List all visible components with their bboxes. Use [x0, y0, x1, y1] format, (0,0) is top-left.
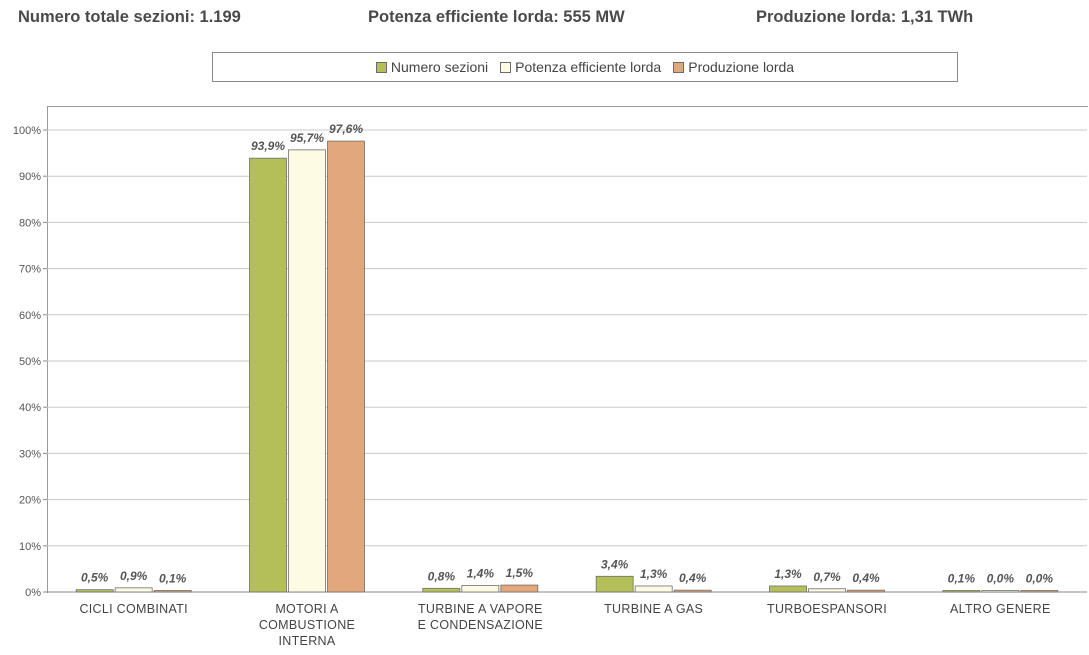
data-label: 0,5% — [81, 571, 109, 585]
bar — [634, 585, 673, 593]
data-label: 95,7% — [290, 131, 324, 145]
y-tick-label: 40% — [19, 402, 41, 414]
legend-swatch-potenza — [500, 61, 512, 73]
y-tick-label: 100% — [13, 125, 41, 137]
bar — [673, 589, 712, 593]
data-label: 0,0% — [987, 572, 1015, 586]
legend-label-numero-sezioni: Numero sezioni — [390, 59, 489, 75]
x-tick-label: MOTORI A COMBUSTIONE INTERNA — [259, 602, 355, 648]
gross-production-text: Produzione lorda: 1,31 TWh — [756, 8, 974, 26]
bar — [288, 149, 326, 593]
x-tick-label-line: COMBUSTIONE — [259, 618, 355, 632]
bar — [847, 589, 885, 593]
y-tick-label: 70% — [19, 264, 41, 276]
plot-area-frame — [47, 106, 1088, 593]
bar — [327, 140, 365, 593]
bar — [461, 585, 500, 593]
x-tick-label-line: CICLI COMBINATI — [79, 602, 187, 616]
data-label: 97,6% — [329, 122, 363, 136]
data-label: 1,5% — [506, 566, 534, 580]
y-tick-label: 90% — [19, 171, 41, 183]
y-tick-label: 60% — [19, 310, 41, 322]
legend-item-potenza: Potenza efficiente lorda — [500, 59, 661, 75]
legend-label-produzione: Produzione lorda — [688, 59, 795, 75]
x-tick-label: TURBINE A GAS — [604, 602, 703, 616]
bar — [942, 590, 981, 593]
legend-swatch-numero-sezioni — [375, 61, 387, 73]
x-tick-label-line: INTERNA — [279, 634, 336, 648]
x-tick-label-line: MOTORI A — [275, 602, 339, 616]
y-tick-label: 20% — [19, 495, 41, 507]
data-label: 0,8% — [428, 569, 456, 583]
legend-swatch-produzione — [673, 61, 685, 73]
bar — [249, 157, 287, 593]
bar — [808, 588, 846, 593]
x-tick-label: ALTRO GENERE — [950, 602, 1051, 616]
bar — [981, 590, 1020, 593]
bar — [500, 584, 539, 593]
header: Numero totale sezioni: 1.199 Potenza eff… — [18, 8, 1078, 34]
data-label: 0,9% — [120, 569, 148, 583]
chart-legend: Numero sezioni Potenza efficiente lorda … — [212, 52, 958, 82]
data-label: 1,3% — [774, 567, 802, 581]
y-tick-label: 50% — [19, 356, 41, 368]
data-label: 0,0% — [1026, 572, 1054, 586]
legend-label-potenza: Potenza efficiente lorda — [515, 59, 662, 75]
x-tick-label-line: E CONDENSAZIONE — [418, 618, 543, 632]
y-tick-label: 0% — [25, 587, 41, 599]
x-tick-label-line: TURBINE A VAPORE — [418, 602, 543, 616]
data-label: 0,4% — [679, 571, 707, 585]
data-label: 0,4% — [852, 571, 880, 585]
data-label: 0,1% — [159, 572, 187, 586]
bar — [1020, 590, 1059, 593]
total-sections-text: Numero totale sezioni: 1.199 — [18, 8, 241, 26]
gross-power-text: Potenza efficiente lorda: 555 MW — [368, 8, 625, 26]
bar — [153, 590, 192, 593]
data-label: 0,1% — [948, 572, 976, 586]
data-label: 93,9% — [251, 139, 285, 153]
x-tick-label: TURBOESPANSORI — [767, 602, 887, 616]
y-tick-label: 80% — [19, 217, 41, 229]
bar — [595, 575, 634, 593]
data-label: 1,3% — [640, 567, 668, 581]
x-tick-label-line: TURBOESPANSORI — [767, 602, 887, 616]
x-tick-label: TURBINE A VAPORE E CONDENSAZIONE — [418, 602, 543, 632]
x-tick-label-line: TURBINE A GAS — [604, 602, 703, 616]
legend-item-numero-sezioni: Numero sezioni — [375, 59, 489, 75]
data-label: 0,7% — [813, 570, 841, 584]
x-tick-label: CICLI COMBINATI — [79, 602, 187, 616]
data-label: 3,4% — [601, 557, 629, 571]
y-tick-label: 10% — [19, 541, 41, 553]
bar — [75, 589, 114, 593]
bar — [769, 585, 807, 593]
bar — [422, 587, 461, 593]
y-tick-label: 30% — [19, 448, 41, 460]
bar — [114, 587, 153, 593]
legend-item-produzione: Produzione lorda — [673, 59, 794, 75]
x-tick-label-line: ALTRO GENERE — [950, 602, 1051, 616]
data-label: 1,4% — [467, 567, 495, 581]
